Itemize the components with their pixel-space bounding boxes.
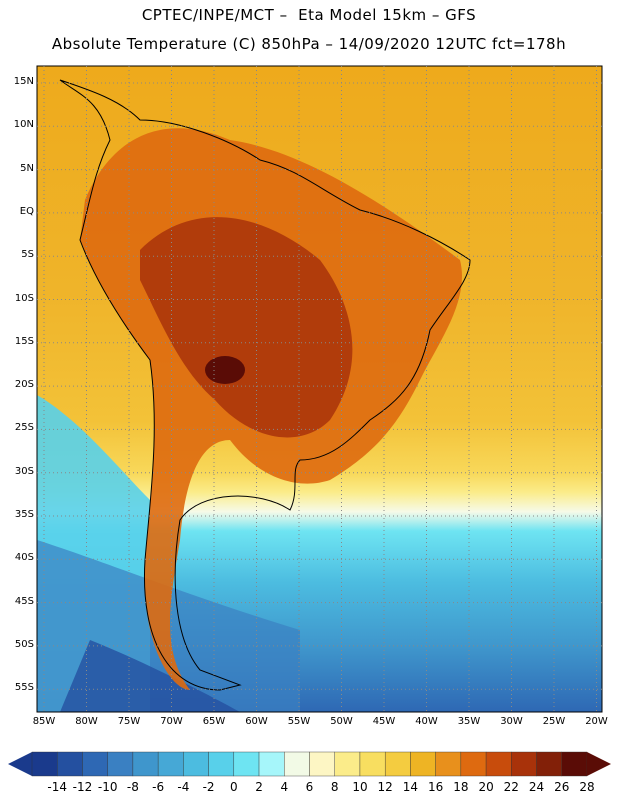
- lon-label: 85W: [32, 716, 56, 727]
- colorbar-tick-label: -12: [72, 780, 93, 794]
- colorbar-swatch: [284, 751, 310, 777]
- colorbar-swatch: [233, 751, 260, 777]
- colorbar-swatch: [384, 751, 411, 777]
- colorbar-swatch: [132, 751, 159, 777]
- lat-label: 50S: [14, 638, 34, 650]
- colorbar-swatch: [57, 751, 83, 777]
- lon-label: 60W: [245, 716, 268, 727]
- lon-label: 50W: [330, 716, 353, 727]
- lat-label: 55S: [14, 682, 34, 694]
- colorbar-swatch: [561, 751, 588, 777]
- colorbar-tick-label: -2: [202, 780, 215, 794]
- lat-label: 10S: [14, 292, 34, 304]
- colorbar-swatch: [359, 751, 386, 777]
- lat-label: 10N: [13, 119, 34, 131]
- lat-label: 45S: [14, 595, 34, 607]
- colorbar-max-arrow: [587, 752, 611, 776]
- colorbar-tick-label: 2: [255, 780, 263, 794]
- colorbar-swatch: [309, 751, 335, 777]
- colorbar-tick-label: 14: [402, 780, 419, 794]
- lat-label: 25S: [14, 422, 34, 434]
- lat-label: 30S: [14, 465, 34, 477]
- lat-label: 15S: [14, 335, 34, 347]
- lon-label: 45W: [372, 716, 396, 727]
- colorbar-swatch: [536, 751, 562, 777]
- lon-label: 40W: [415, 716, 438, 727]
- lat-label: 5N: [20, 162, 34, 174]
- colorbar-swatch: [460, 751, 487, 777]
- colorbar-tick-label: 24: [528, 780, 545, 794]
- colorbar-swatch: [31, 751, 58, 777]
- lat-label: 35S: [14, 509, 34, 520]
- colorbar-swatch: [511, 751, 537, 777]
- lon-label: 35W: [457, 716, 481, 727]
- lon-label: 70W: [160, 716, 183, 727]
- colorbar-tick-label: 28: [579, 780, 595, 794]
- lat-label: 5S: [21, 249, 34, 261]
- colorbar-tick-label: -14: [47, 780, 68, 794]
- lon-label: 20W: [585, 716, 608, 727]
- colorbar-tick-label: -10: [97, 780, 118, 794]
- colorbar-swatch: [107, 751, 134, 777]
- colorbar-tick-label: 26: [554, 780, 570, 794]
- lat-label: 20S: [14, 379, 34, 391]
- colorbar-tick-label: 0: [229, 780, 238, 794]
- colorbar-swatch: [258, 751, 285, 777]
- colorbar-swatch: [485, 751, 512, 777]
- colorbar-tick-label: -4: [177, 780, 190, 794]
- lat-label: 40S: [14, 552, 34, 564]
- colorbar-tick-label: 6: [305, 780, 314, 794]
- coldest-core: [60, 640, 240, 712]
- lon-label: 65W: [202, 716, 226, 727]
- colorbar-tick-label: 12: [377, 780, 393, 794]
- lon-label: 25W: [542, 716, 566, 727]
- colorbar-min-arrow: [8, 752, 32, 776]
- lon-label: 80W: [75, 716, 98, 727]
- colorbar-swatch: [82, 751, 108, 777]
- colorbar-tick-label: 20: [478, 780, 494, 794]
- colorbar-tick-label: 16: [427, 780, 444, 794]
- colorbar-tick-label: 10: [352, 780, 368, 794]
- plot-frame: [36, 65, 603, 713]
- max-heat-spot: [205, 356, 245, 384]
- colorbar-swatch: [410, 751, 436, 777]
- chart-title-line1: CPTEC/INPE/MCT – Eta Model 15km – GFS: [141, 6, 477, 24]
- colorbar-tick-label: 4: [280, 780, 289, 794]
- lat-label: 15N: [13, 76, 34, 87]
- lon-label: 30W: [500, 716, 523, 727]
- colorbar-tick-label: -6: [152, 780, 165, 794]
- colorbar-swatch: [435, 751, 462, 777]
- colorbar-tick-label: 8: [330, 780, 339, 794]
- colorbar-swatch: [334, 751, 361, 777]
- lon-label: 55W: [287, 716, 311, 727]
- colorbar-tick-label: 22: [503, 780, 519, 794]
- colorbar-swatch: [208, 751, 235, 777]
- colorbar: [8, 751, 611, 777]
- colorbar-tick-label: -8: [126, 780, 139, 794]
- coastline: [59, 79, 471, 691]
- lat-label: EQ: [19, 205, 34, 217]
- lon-label: 75W: [117, 716, 141, 727]
- chart-title-line2: Absolute Temperature (C) 850hPa – 14/09/…: [51, 35, 567, 53]
- colorbar-swatch: [183, 751, 209, 777]
- colorbar-tick-label: 18: [453, 780, 469, 794]
- colorbar-swatch: [157, 751, 184, 777]
